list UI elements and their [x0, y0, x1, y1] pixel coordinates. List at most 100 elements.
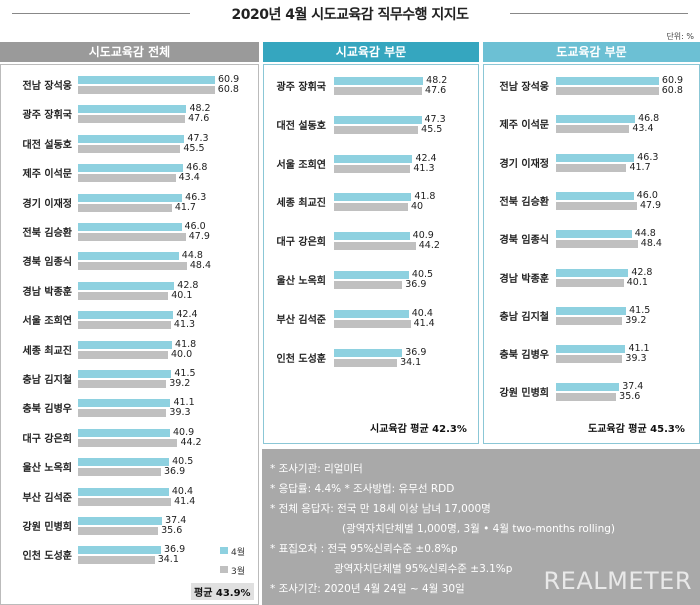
value-label-march: 40.1	[171, 289, 193, 301]
title-rule-right	[510, 13, 688, 14]
bar-april	[556, 153, 635, 162]
value-label-april: 41.5	[174, 368, 196, 379]
value-label-march: 60.8	[661, 85, 683, 96]
header-city: 시교육감 부문	[263, 42, 479, 62]
bar-april	[334, 154, 413, 163]
value-label-march: 39.3	[169, 407, 191, 419]
value-label-march: 44.2	[418, 240, 440, 252]
category-label: 충북 김병우	[22, 404, 72, 416]
value-label-march: 39.2	[625, 314, 647, 326]
value-label-april: 44.8	[634, 228, 656, 240]
bar-april	[78, 517, 163, 525]
category-label: 제주 이석문	[499, 120, 549, 132]
bar-march	[334, 164, 411, 173]
bar-march	[556, 163, 627, 172]
category-label: 울산 노옥희	[22, 463, 72, 475]
bar-march	[78, 527, 159, 535]
value-label-april: 40.5	[411, 269, 434, 280]
category-label: 울산 노옥희	[276, 276, 326, 287]
bar-march	[556, 316, 623, 325]
title-rule-left	[12, 13, 190, 14]
value-label-april: 41.5	[629, 304, 651, 316]
value-label-march: 41.4	[413, 317, 435, 329]
value-label-march: 45.5	[183, 142, 205, 154]
bar-march	[556, 278, 624, 287]
category-label: 서울 조희연	[276, 159, 326, 171]
category-label: 경기 이재정	[22, 198, 72, 210]
bar-march	[78, 468, 162, 477]
bar-april	[78, 134, 185, 143]
category-label: 인천 도성훈	[22, 551, 72, 563]
value-label-april: 41.1	[628, 343, 650, 355]
value-label-march: 35.6	[619, 391, 641, 403]
header-province: 도교육감 부문	[483, 42, 700, 62]
bar-april	[78, 164, 184, 173]
value-label-march: 47.9	[188, 231, 210, 242]
value-label-april: 46.0	[184, 221, 206, 232]
value-label-april: 46.8	[186, 162, 208, 174]
category-label: 부산 김석준	[276, 314, 326, 326]
unit-label: 단위: %	[666, 32, 694, 41]
value-label-april: 42.8	[177, 279, 199, 291]
bar-april	[556, 345, 626, 354]
value-label-march: 45.5	[421, 123, 443, 135]
bar-march	[78, 321, 171, 330]
value-label-april: 47.3	[424, 113, 446, 125]
value-label-march: 36.9	[405, 279, 427, 290]
value-label-march: 44.2	[180, 436, 202, 448]
value-label-april: 44.8	[181, 250, 203, 262]
bar-april	[78, 546, 162, 555]
category-label: 충북 김병우	[499, 350, 549, 362]
value-label-april: 37.4	[622, 381, 644, 393]
category-label: 경남 박종훈	[499, 273, 549, 285]
bar-april	[556, 230, 632, 239]
value-label-march: 47.6	[188, 113, 210, 125]
average-total: 평균 43.9%	[191, 583, 254, 600]
value-label-april: 46.0	[636, 189, 658, 201]
value-label-april: 42.4	[176, 309, 198, 321]
value-label-april: 40.9	[173, 426, 195, 438]
bar-march	[78, 497, 172, 506]
legend-march-swatch	[220, 566, 228, 573]
value-label-march: 48.4	[189, 260, 212, 272]
value-label-april: 42.4	[415, 152, 437, 164]
bar-april	[78, 428, 171, 437]
bar-april	[556, 268, 629, 277]
value-label-april: 40.4	[411, 307, 433, 319]
value-label-april: 48.2	[189, 103, 211, 115]
value-label-march: 36.9	[164, 466, 186, 478]
value-label-march: 47.6	[425, 85, 447, 96]
bar-april	[556, 306, 627, 315]
category-label: 전남 장석웅	[22, 81, 72, 92]
value-label-march: 40.0	[171, 348, 193, 360]
bar-april	[556, 77, 659, 85]
value-label-april: 42.8	[631, 266, 653, 278]
bar-april	[334, 193, 412, 202]
legend-april-label: 4월	[231, 548, 246, 558]
average-province: 도교육감 평균 45.3%	[588, 424, 685, 435]
value-label-march: 35.6	[161, 525, 183, 536]
value-label-march: 43.4	[632, 123, 654, 135]
value-label-march: 34.1	[400, 356, 422, 368]
value-label-march: 39.3	[625, 353, 647, 365]
value-label-april: 60.9	[218, 74, 240, 85]
note-margin: * 표집오차 : 전국 95%신뢰수준 ±0.8%p	[270, 543, 458, 555]
category-label: 서울 조희연	[22, 316, 72, 328]
bar-march	[334, 125, 419, 134]
bar-march	[556, 240, 638, 249]
category-label: 충남 김지철	[499, 311, 549, 323]
bar-april	[78, 193, 183, 202]
value-label-march: 41.3	[413, 162, 435, 174]
value-label-march: 39.2	[169, 378, 191, 389]
value-label-april: 46.3	[185, 191, 207, 203]
value-label-april: 41.1	[173, 397, 195, 409]
bar-april	[334, 348, 403, 357]
value-label-april: 36.9	[405, 346, 427, 358]
note-respondents: * 전체 응답자: 전국 만 18세 이상 남녀 17,000명	[270, 503, 491, 515]
bar-march	[78, 144, 181, 153]
bar-march	[78, 380, 167, 388]
value-label-april: 60.9	[661, 75, 684, 86]
panel-city	[263, 64, 479, 444]
category-label: 부산 김석준	[22, 492, 72, 504]
category-label: 강원 민병희	[499, 388, 549, 400]
